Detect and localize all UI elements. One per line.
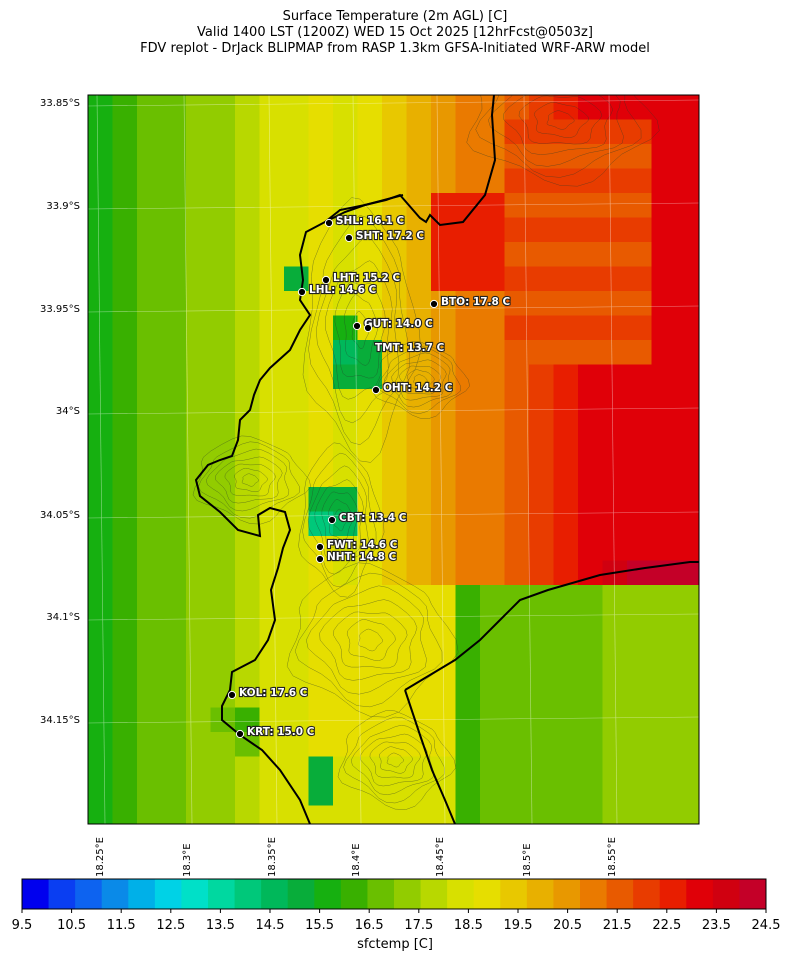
lat-tick-label: 33.95°S	[40, 304, 80, 315]
colorbar-tick-label: 9.5	[11, 918, 33, 933]
colorbar-swatch	[261, 879, 289, 909]
station-marker-lhl[interactable]	[297, 287, 307, 297]
colorbar-swatch	[154, 879, 182, 909]
station-label-lht: LHT: 15.2 C	[333, 272, 400, 284]
station-label-lhl: LHL: 14.6 C	[309, 284, 377, 296]
colorbar-swatch	[580, 879, 608, 909]
colorbar-tick-label: 11.5	[106, 918, 136, 933]
station-label-sht: SHT: 17.2 C	[356, 230, 424, 242]
map-source: FDV replot - DrJack BLIPMAP from RASP 1.…	[140, 41, 650, 56]
colorbar-swatch	[367, 879, 395, 909]
colorbar-swatch	[101, 879, 129, 909]
station-label-nht: NHT: 14.8 C	[327, 551, 397, 563]
colorbar-swatch	[340, 879, 368, 909]
colorbar-swatch	[686, 879, 714, 909]
station-marker-lht[interactable]	[321, 275, 331, 285]
lon-tick-label: 18.45°E	[435, 837, 446, 877]
lat-tick-label: 33.9°S	[46, 201, 80, 212]
station-marker-cbt[interactable]	[327, 515, 337, 525]
colorbar-swatch	[48, 879, 76, 909]
colorbar-swatch	[553, 879, 581, 909]
colorbar-swatch	[712, 879, 740, 909]
station-marker-bto[interactable]	[429, 299, 439, 309]
lat-tick-label: 34.15°S	[40, 715, 80, 726]
colorbar-swatch	[473, 879, 501, 909]
station-marker-oht[interactable]	[371, 385, 381, 395]
station-marker-shl[interactable]	[324, 218, 334, 228]
lon-tick-label: 18.25°E	[95, 837, 106, 877]
station-marker-kol[interactable]	[227, 690, 237, 700]
lon-tick-label: 18.55°E	[607, 837, 618, 877]
colorbar-tick-label: 16.5	[354, 918, 384, 933]
colorbar-tick-label: 20.5	[553, 918, 583, 933]
colorbar-swatch	[739, 879, 767, 909]
colorbar-tick-label: 13.5	[205, 918, 235, 933]
colorbar-tick-label: 15.5	[305, 918, 335, 933]
station-marker-gut[interactable]	[352, 321, 362, 331]
colorbar	[21, 878, 767, 913]
station-marker-sht[interactable]	[344, 233, 354, 243]
lat-tick-label: 34°S	[55, 406, 80, 417]
colorbar-swatch	[181, 879, 209, 909]
colorbar-swatch	[234, 879, 262, 909]
colorbar-swatch	[394, 879, 422, 909]
station-marker-fwt[interactable]	[315, 542, 325, 552]
colorbar-tick-label: 18.5	[453, 918, 483, 933]
lon-tick-label: 18.3°E	[182, 843, 193, 877]
colorbar-swatch	[128, 879, 156, 909]
station-label-oht: OHT: 14.2 C	[383, 382, 453, 394]
station-marker-tmt[interactable]	[363, 323, 373, 333]
colorbar-swatch	[22, 879, 50, 909]
colorbar-tick-label: 19.5	[503, 918, 533, 933]
lon-tick-label: 18.35°E	[267, 837, 278, 877]
station-label-tmt: TMT: 13.7 C	[375, 342, 445, 354]
colorbar-tick-label: 23.5	[701, 918, 731, 933]
lon-tick-label: 18.5°E	[522, 843, 533, 877]
colorbar-tick-label: 24.5	[751, 918, 781, 933]
station-marker-krt[interactable]	[235, 729, 245, 739]
station-label-cbt: CBT: 13.4 C	[339, 512, 407, 524]
colorbar-swatch	[287, 879, 315, 909]
colorbar-swatch	[447, 879, 475, 909]
colorbar-tick-label: 21.5	[602, 918, 632, 933]
colorbar-swatch	[659, 879, 687, 909]
colorbar-swatch	[526, 879, 554, 909]
colorbar-title: sfctemp [C]	[357, 937, 433, 952]
colorbar-swatch	[500, 879, 528, 909]
map-title: Surface Temperature (2m AGL) [C]	[282, 9, 508, 24]
graticule	[88, 95, 699, 824]
lon-tick-label: 18.4°E	[351, 843, 362, 877]
station-label-gut: GUT: 14.0 C	[364, 318, 433, 330]
colorbar-swatch	[314, 879, 342, 909]
station-label-kol: KOL: 17.6 C	[239, 687, 308, 699]
colorbar-swatch	[606, 879, 634, 909]
lat-tick-label: 33.85°S	[40, 98, 80, 109]
colorbar-tick-label: 17.5	[404, 918, 434, 933]
colorbar-tick-label: 12.5	[156, 918, 186, 933]
terrain-contours	[192, 95, 660, 810]
station-label-bto: BTO: 17.8 C	[441, 296, 511, 308]
colorbar-swatch	[208, 879, 236, 909]
colorbar-tick-label: 14.5	[255, 918, 285, 933]
station-marker-nht[interactable]	[315, 554, 325, 564]
station-label-krt: KRT: 15.0 C	[247, 726, 315, 738]
coastline	[194, 95, 699, 824]
map-valid-time: Valid 1400 LST (1200Z) WED 15 Oct 2025 […	[197, 25, 593, 40]
colorbar-swatch	[75, 879, 103, 909]
map-frame	[87, 94, 700, 825]
colorbar-tick-label: 22.5	[652, 918, 682, 933]
colorbar-tick-label: 10.5	[57, 918, 87, 933]
colorbar-swatch	[420, 879, 448, 909]
lat-tick-label: 34.1°S	[46, 612, 80, 623]
station-label-fwt: FWT: 14.6 C	[327, 539, 398, 551]
station-label-shl: SHL: 16.1 C	[336, 215, 404, 227]
lat-tick-label: 34.05°S	[40, 510, 80, 521]
colorbar-swatch	[633, 879, 661, 909]
